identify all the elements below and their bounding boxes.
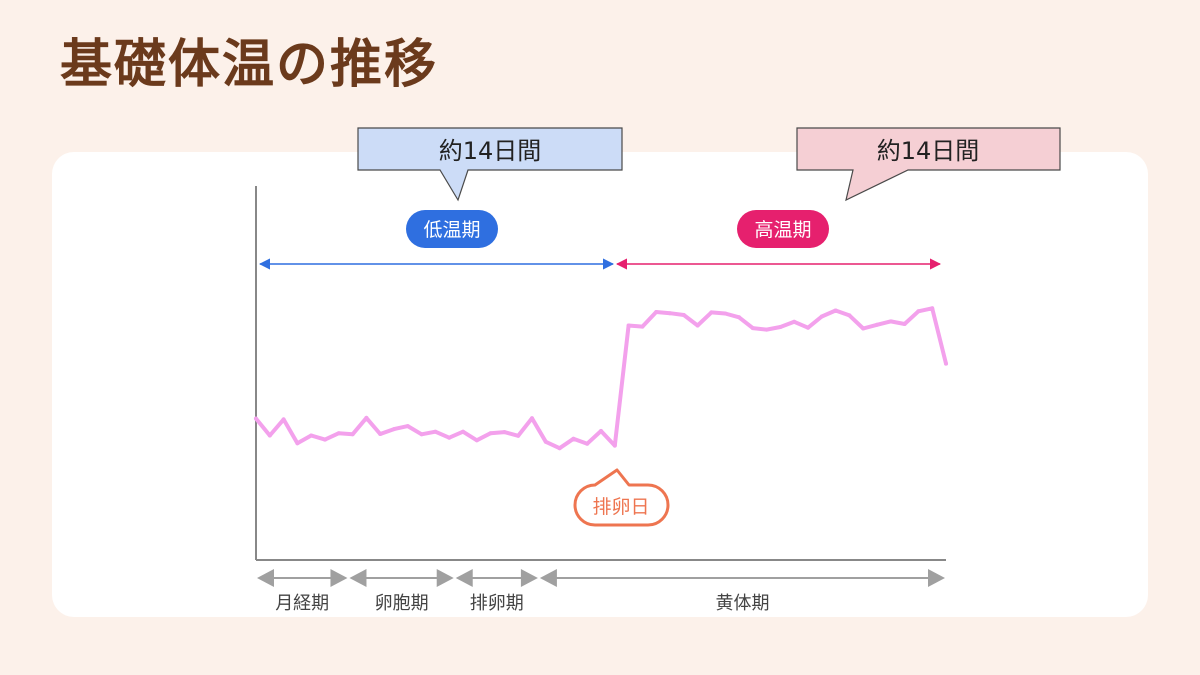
phase-band: 黄体期 (539, 569, 945, 614)
phase-band-label: 月経期 (275, 593, 329, 614)
temperature-point (599, 429, 603, 433)
callout-right-box (796, 127, 1061, 202)
temperature-point (405, 424, 410, 429)
high-phase-pill: 高温期 (737, 210, 829, 248)
temperature-point (571, 436, 576, 441)
high-phase-label: 高温期 (754, 219, 811, 241)
phase-band-left-arrowhead (539, 569, 557, 587)
ovulation-marker-bubble (573, 468, 670, 527)
temperature-point (861, 326, 866, 331)
temperature-point (295, 441, 300, 446)
temperature-point (254, 416, 258, 421)
phase-band-left-arrowhead (455, 569, 473, 587)
temperature-point (737, 315, 741, 320)
temperature-point (419, 432, 424, 437)
phase-band: 排卵期 (455, 569, 538, 614)
page-title: 基礎体温の推移 (60, 35, 439, 95)
phase-band-left-arrowhead (257, 569, 274, 587)
temperature-point (902, 322, 907, 326)
callout-left: 約14日間 (357, 127, 623, 202)
temperature-point (612, 443, 617, 448)
temperature-point (750, 326, 755, 331)
callout-left-box (357, 127, 623, 202)
temperature-point (930, 306, 935, 311)
temperature-point (944, 361, 948, 366)
temperature-point (916, 309, 921, 314)
temperature-point (392, 427, 396, 432)
ovulation-marker-label: 排卵日 (592, 496, 649, 518)
phase-band: 月経期 (257, 569, 348, 614)
temperature-point (309, 433, 314, 438)
temperature-point (336, 431, 341, 436)
ovulation-marker: 排卵日 (573, 468, 670, 527)
temperature-point (281, 417, 286, 422)
temperature-point (833, 308, 838, 313)
temperature-point (267, 433, 272, 438)
temperature-point (530, 416, 534, 421)
temperature-point (516, 433, 521, 438)
phase-band: 卵胞期 (349, 569, 454, 614)
temperature-point (709, 310, 714, 315)
low-phase-label: 低温期 (423, 219, 480, 241)
low-phase-pill: 低温期 (406, 210, 498, 248)
temperature-point (488, 431, 493, 436)
phase-band-left-arrowhead (349, 569, 367, 587)
phase-band-label: 黄体期 (716, 593, 770, 614)
temperature-point (447, 435, 452, 440)
phase-band-label: 卵胞期 (375, 593, 429, 614)
temperature-point (875, 322, 879, 327)
temperature-point (847, 313, 852, 318)
phase-band-right-arrowhead (330, 569, 348, 587)
callout-right-text: 約14日間 (877, 137, 980, 165)
phase-band-right-arrowhead (928, 569, 945, 587)
cycle-phase-bands: 月経期 卵胞期 排卵期 黄体期 (257, 569, 945, 614)
temperature-point (681, 313, 686, 317)
temperature-points (254, 306, 948, 451)
temperature-point (350, 432, 355, 437)
temperature-point (695, 323, 700, 328)
temperature-point (543, 439, 548, 444)
temperature-point (654, 310, 659, 314)
temperature-point (640, 324, 645, 329)
temperature-point (323, 437, 327, 442)
temperature-point (461, 429, 465, 434)
temperature-point (626, 323, 631, 328)
temperature-point (668, 311, 672, 316)
temperature-point (364, 415, 369, 420)
temperature-line (254, 306, 948, 451)
phase-band-label: 排卵期 (470, 593, 524, 614)
phase-band-right-arrowhead (520, 569, 538, 587)
temperature-point (888, 319, 893, 324)
temperature-point (557, 446, 562, 451)
temperature-point (433, 429, 438, 434)
temperature-point (819, 314, 824, 319)
callout-left-text: 約14日間 (439, 137, 542, 165)
temperature-point (723, 311, 728, 316)
temperature-point (764, 327, 769, 332)
temperature-point (378, 432, 383, 436)
temperature-point (474, 438, 479, 443)
temperature-point (792, 319, 797, 324)
chart-card (52, 152, 1148, 617)
callout-right: 約14日間 (796, 127, 1061, 202)
temperature-point (502, 430, 507, 435)
temperature-point (806, 325, 810, 330)
temperature-point (585, 441, 590, 446)
phase-band-right-arrowhead (436, 569, 454, 587)
temperature-point (778, 325, 783, 329)
